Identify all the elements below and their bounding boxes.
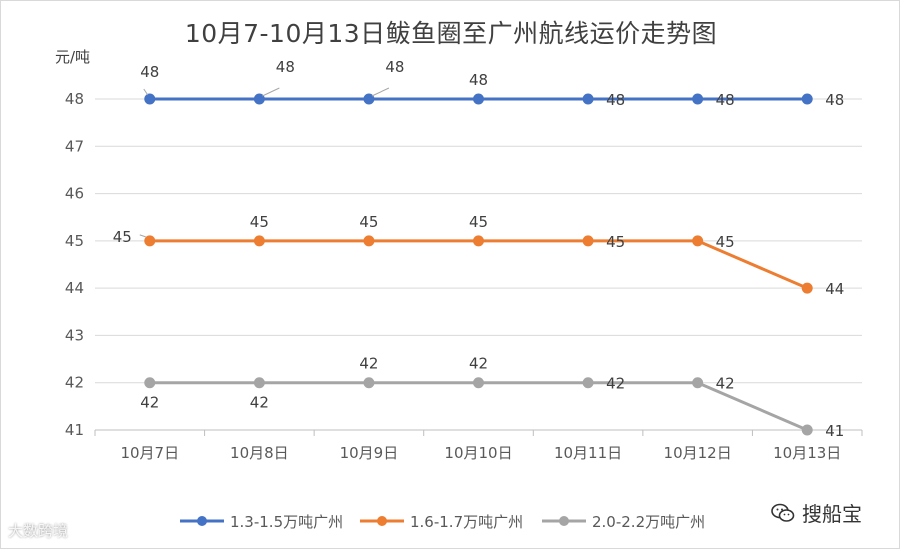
data-label: 45 bbox=[250, 213, 269, 231]
data-label: 48 bbox=[606, 91, 625, 109]
series-line bbox=[149, 239, 808, 290]
data-point bbox=[363, 377, 375, 389]
y-tick-label: 47 bbox=[65, 137, 84, 155]
y-tick-label: 44 bbox=[65, 279, 84, 297]
data-label: 42 bbox=[716, 375, 735, 393]
data-label: 45 bbox=[113, 228, 132, 246]
data-label: 41 bbox=[825, 422, 844, 440]
legend-swatch-marker bbox=[559, 516, 569, 526]
series-line bbox=[149, 381, 808, 432]
data-label: 45 bbox=[606, 233, 625, 251]
wechat-icon bbox=[771, 503, 795, 522]
data-point bbox=[473, 377, 484, 389]
data-label: 45 bbox=[359, 213, 378, 231]
data-label: 48 bbox=[469, 71, 488, 89]
data-label: 48 bbox=[716, 91, 735, 109]
legend-label: 1.3-1.5万吨广州 bbox=[230, 513, 343, 531]
data-label: 45 bbox=[716, 233, 735, 251]
y-tick-label: 42 bbox=[65, 374, 84, 392]
data-label: 42 bbox=[250, 394, 269, 412]
legend-label: 2.0-2.2万吨广州 bbox=[592, 513, 705, 531]
data-point bbox=[253, 377, 265, 389]
data-label: 44 bbox=[825, 280, 844, 298]
data-point bbox=[801, 93, 813, 105]
legend-label: 1.6-1.7万吨广州 bbox=[410, 513, 523, 531]
label-leader-line bbox=[262, 87, 280, 97]
data-label: 45 bbox=[469, 213, 488, 231]
data-label: 48 bbox=[385, 58, 404, 76]
x-tick-label: 10月12日 bbox=[664, 444, 732, 462]
data-point bbox=[582, 377, 594, 389]
watermark-right-text: 搜船宝 bbox=[802, 502, 862, 526]
watermark-left: 大数跨境 bbox=[8, 522, 69, 540]
y-axis-unit-label: 元/吨 bbox=[55, 48, 91, 66]
y-tick-label: 43 bbox=[65, 326, 84, 344]
data-point bbox=[692, 377, 704, 389]
data-label: 48 bbox=[140, 63, 159, 81]
data-point bbox=[473, 235, 484, 247]
data-label: 42 bbox=[140, 394, 159, 412]
data-point bbox=[582, 93, 594, 105]
watermark-right: 搜船宝 bbox=[770, 498, 862, 527]
data-point bbox=[253, 93, 265, 105]
data-label: 48 bbox=[276, 58, 295, 76]
x-tick-label: 10月7日 bbox=[120, 444, 179, 462]
data-label: 42 bbox=[359, 355, 378, 373]
data-point bbox=[582, 235, 594, 247]
label-leader-line bbox=[143, 88, 149, 96]
y-tick-label: 46 bbox=[65, 185, 84, 203]
data-point bbox=[144, 377, 156, 389]
y-tick-label: 48 bbox=[65, 90, 84, 108]
data-label: 48 bbox=[825, 91, 844, 109]
x-tick-label: 10月13日 bbox=[773, 444, 841, 462]
x-tick-label: 10月8日 bbox=[230, 444, 289, 462]
data-point bbox=[253, 235, 265, 247]
chart-title: 10月7-10月13日鲅鱼圈至广州航线运价走势图 bbox=[184, 19, 718, 48]
x-tick-label: 10月11日 bbox=[554, 444, 622, 462]
legend-swatch-marker bbox=[377, 516, 387, 526]
data-point bbox=[801, 424, 813, 436]
data-label: 42 bbox=[469, 355, 488, 373]
label-leader-line bbox=[139, 234, 146, 238]
data-point bbox=[363, 93, 375, 105]
data-point bbox=[473, 93, 484, 105]
data-point bbox=[692, 235, 704, 247]
data-point bbox=[692, 93, 704, 105]
data-point bbox=[801, 282, 813, 294]
x-tick-label: 10月10日 bbox=[444, 444, 512, 462]
x-tick-label: 10月9日 bbox=[340, 444, 399, 462]
data-point bbox=[144, 235, 156, 247]
data-point bbox=[363, 235, 375, 247]
label-leader-line bbox=[371, 87, 390, 97]
legend-swatch-marker bbox=[197, 516, 207, 526]
data-label: 42 bbox=[606, 375, 625, 393]
data-point bbox=[144, 93, 156, 105]
y-tick-label: 45 bbox=[65, 232, 84, 250]
y-tick-label: 41 bbox=[65, 421, 84, 439]
